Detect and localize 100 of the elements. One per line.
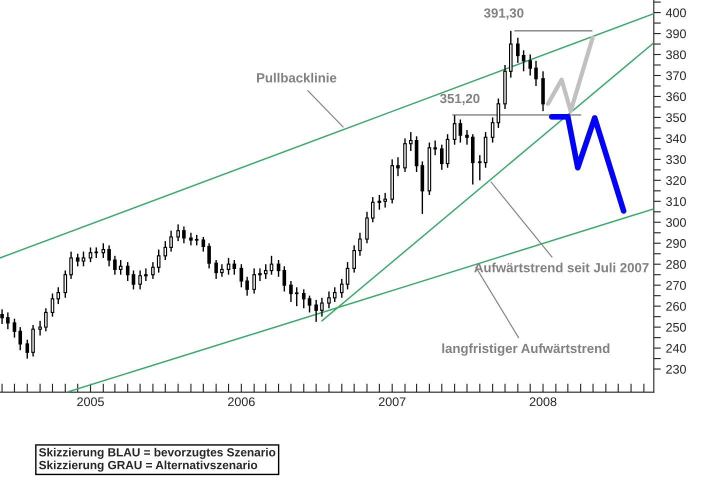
candlestick: [144, 268, 148, 282]
candlestick: [126, 261, 130, 282]
candlestick: [365, 211, 369, 244]
candlestick: [440, 144, 444, 171]
candlestick: [6, 312, 10, 330]
y-tick-label: 270: [666, 280, 686, 290]
candlestick: [308, 294, 312, 314]
candlestick: [270, 255, 274, 276]
candlestick: [156, 248, 160, 274]
candlestick: [38, 320, 42, 336]
x-tick-label: 2007: [378, 397, 406, 406]
y-tick-label: 230: [666, 364, 686, 374]
candlestick: [82, 250, 86, 268]
candlestick: [64, 270, 68, 298]
candlestick: [534, 60, 538, 87]
candlestick: [118, 259, 122, 276]
candlestick: [490, 116, 494, 144]
candlestick: [226, 257, 230, 276]
candlestick: [302, 288, 306, 309]
candlestick: [182, 226, 186, 244]
candlestick: [314, 299, 318, 323]
y-tick-label: 250: [666, 322, 686, 332]
candlestick: [340, 278, 344, 298]
candlestick: [289, 280, 293, 303]
candlestick: [88, 246, 92, 263]
candlestick: [76, 253, 80, 268]
x-tick-label: 2005: [77, 397, 104, 406]
candlestick: [164, 240, 168, 261]
candlestick: [478, 154, 482, 182]
candlestick: [396, 156, 400, 177]
candlestick: [332, 286, 337, 303]
candlestick: [465, 129, 469, 146]
candlestick: [352, 244, 356, 274]
candlestick: [522, 50, 526, 72]
annotation: 391,30: [484, 8, 524, 20]
x-tick-label: 2008: [530, 397, 556, 406]
candlestick: [214, 259, 218, 280]
candlestick: [151, 261, 155, 280]
candlestick: [176, 224, 180, 242]
text: Skizzierung BLAU = bevorzugtes Szenario: [39, 448, 276, 459]
candlestick: [202, 236, 206, 252]
candlestick: [320, 297, 324, 318]
candlestick: [194, 234, 199, 246]
candlestick: [458, 118, 462, 144]
candlestick: [25, 339, 30, 360]
y-tick-label: 390: [666, 29, 686, 38]
candlestick: [138, 270, 142, 290]
y-tick-label: 290: [666, 239, 686, 248]
candlestick: [528, 54, 532, 76]
candlestick: [69, 250, 73, 280]
candlestick: [220, 264, 224, 278]
candlestick: [207, 242, 211, 270]
candlestick: [245, 276, 249, 296]
candlestick: [294, 286, 299, 307]
annotation: Aufwärtstrend seit Juli 2007: [474, 262, 649, 272]
candlestick: [496, 98, 500, 129]
y-tick-label: 320: [666, 176, 686, 185]
y-tick-label: 400: [666, 8, 686, 18]
y-tick-label: 380: [666, 50, 686, 60]
candlestick: [240, 264, 244, 288]
annotation: langfristiger Aufwärtstrend: [442, 343, 610, 356]
y-tick-label: 300: [666, 218, 686, 227]
candlestick: [408, 131, 413, 152]
line-series: [546, 36, 595, 114]
annotation: Pullbacklinie: [257, 72, 336, 83]
candlestick: [132, 270, 136, 290]
candlestick: [113, 255, 117, 276]
candlestick: [358, 232, 362, 257]
candlestick: [12, 318, 16, 338]
y-tick-label: 310: [666, 197, 686, 206]
candlestick: [370, 196, 375, 223]
y-tick-label: 370: [666, 71, 686, 80]
candlestick: [232, 259, 236, 276]
y-tick-label: 240: [666, 344, 686, 353]
candlestick: [252, 268, 256, 294]
candlestick: [276, 259, 280, 278]
candlestick: [378, 194, 382, 210]
candlestick: [18, 326, 22, 351]
candlestick: [433, 140, 437, 156]
candlestick: [0, 308, 4, 325]
candlestick: [452, 114, 456, 146]
y-tick-label: 350: [666, 113, 686, 122]
candlestick: [327, 290, 331, 309]
candlestick: [107, 244, 111, 268]
y-tick-label: 340: [666, 134, 686, 144]
candlestick: [516, 37, 520, 64]
candlestick: [282, 266, 286, 292]
candlestick: [31, 324, 35, 358]
candlestick: [346, 261, 350, 290]
candlestick: [50, 292, 54, 318]
candlestick: [94, 246, 98, 259]
candlestick: [44, 308, 48, 332]
candlestick: [264, 264, 268, 280]
y-tick-label: 260: [666, 302, 686, 311]
candlestick: [383, 192, 387, 208]
x-tick-label: 2006: [228, 397, 255, 406]
candlestick: [102, 242, 106, 259]
annotation: 351,20: [440, 94, 480, 106]
y-tick-label: 360: [666, 92, 686, 102]
y-tick-label: 280: [666, 260, 686, 269]
